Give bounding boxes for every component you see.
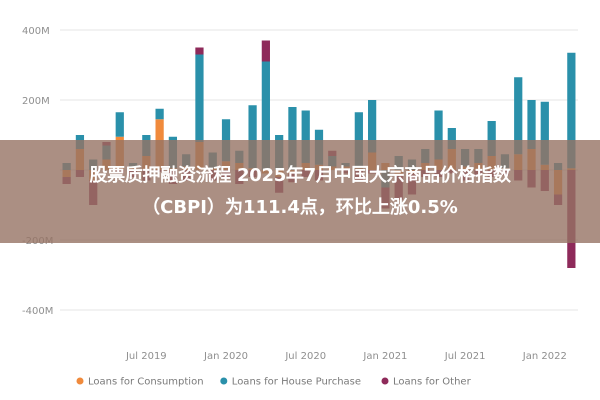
legend-label: Loans for Other: [393, 377, 472, 388]
bar-segment-house: [447, 128, 456, 149]
headline-line-1[interactable]: 股票质押融资流程 2025年7月中国大宗商品价格指数: [89, 164, 511, 186]
bar-segment-other: [195, 47, 204, 55]
x-tick-label: Jan 2021: [362, 351, 407, 362]
bar-segment-house: [261, 61, 270, 170]
y-tick-label: 200M: [22, 96, 50, 107]
bar-segment-house: [195, 54, 204, 142]
legend: Loans for Consumption Loans for House Pur…: [76, 377, 472, 388]
bar-segment-house: [368, 100, 377, 153]
x-tick-label: Jan 2020: [203, 351, 248, 362]
bar-segment-house: [527, 100, 536, 149]
headline-line-2[interactable]: （CBPI）为111.4点，环比上涨0.5%: [142, 196, 458, 218]
headline-overlay: 股票质押融资流程 2025年7月中国大宗商品价格指数 （CBPI）为111.4点…: [0, 140, 600, 243]
x-axis: Jul 2019 Jan 2020 Jul 2020 Jan 2021 Jul 2021…: [125, 351, 567, 362]
x-tick-label: Jan 2022: [522, 351, 567, 362]
bar-segment-house: [115, 112, 124, 137]
bar-segment-house: [155, 108, 164, 120]
legend-swatch: [220, 377, 228, 385]
bar-segment-house: [514, 77, 523, 155]
bar-segment-house: [434, 110, 443, 160]
legend-swatch: [381, 377, 389, 385]
bar-segment-house: [248, 105, 257, 169]
bar-segment-house: [487, 121, 496, 156]
x-tick-label: Jul 2019: [125, 351, 167, 362]
y-tick-label: -400M: [22, 306, 53, 317]
bar-segment-house: [567, 52, 576, 169]
bar-segment-other: [261, 40, 270, 62]
legend-swatch: [76, 377, 84, 385]
bar-segment-house: [288, 107, 297, 170]
y-tick-label: 400M: [22, 26, 50, 37]
x-tick-label: Jul 2021: [444, 351, 486, 362]
bar-segment-house: [540, 101, 549, 165]
x-tick-label: Jul 2020: [284, 351, 326, 362]
legend-label: Loans for Consumption: [88, 377, 204, 388]
bar-segment-house: [301, 110, 310, 163]
legend-label: Loans for House Purchase: [232, 377, 361, 388]
